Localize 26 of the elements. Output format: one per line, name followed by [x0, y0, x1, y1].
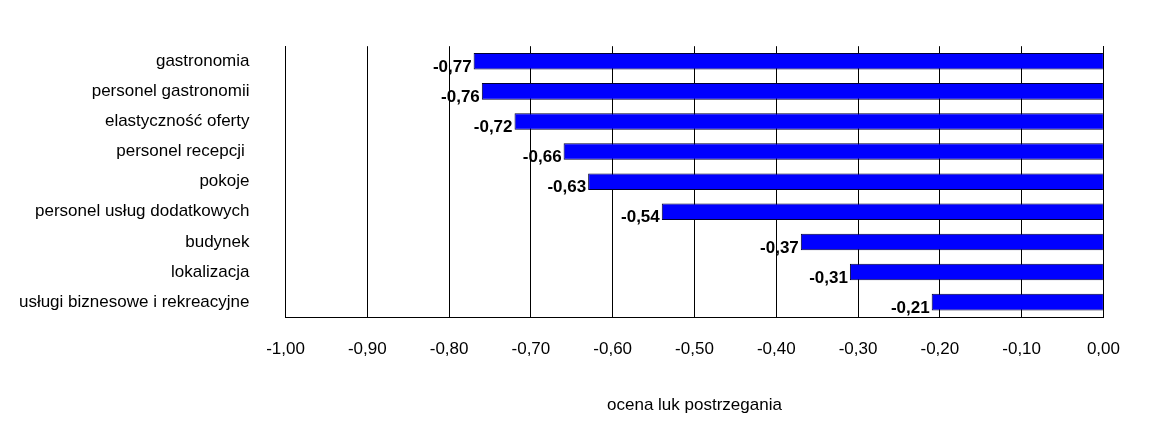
- y-tick-label: elastyczność oferty: [104, 111, 250, 131]
- x-axis-title: ocena luk postrzegania: [607, 395, 783, 415]
- y-tick-label: pokoje: [199, 171, 250, 191]
- y-tick-label: personel recepcji: [116, 141, 250, 161]
- data-label: -0,72: [473, 117, 513, 137]
- x-tick-label: -0,20: [920, 339, 960, 359]
- data-label: -0,63: [547, 177, 587, 197]
- data-label: -0,31: [809, 267, 848, 287]
- data-label: -0,21: [890, 297, 930, 317]
- y-tick-label: budynek: [185, 231, 250, 251]
- data-label: -0,54: [621, 207, 661, 227]
- x-tick-label: -0,50: [675, 339, 714, 359]
- x-tick-label: -1,00: [266, 339, 305, 359]
- y-tick-label: personel usług dodatkowych: [34, 201, 250, 221]
- x-tick-label: -0,10: [1002, 339, 1042, 359]
- x-tick-label: 0,00: [1086, 339, 1120, 359]
- y-tick-label: usługi biznesowe i rekreacyjne: [18, 291, 250, 311]
- x-tick-label: -0,60: [593, 339, 633, 359]
- x-tick-label: -0,70: [511, 339, 551, 359]
- x-tick-label: -0,40: [756, 339, 796, 359]
- x-tick-label: -0,80: [429, 339, 469, 359]
- y-tick-label: lokalizacja: [171, 261, 251, 281]
- y-tick-label: gastronomia: [155, 50, 251, 70]
- y-tick-label: personel gastronomii: [91, 81, 250, 101]
- x-tick-label: -0,90: [347, 339, 387, 359]
- x-tick-label: -0,30: [838, 339, 878, 359]
